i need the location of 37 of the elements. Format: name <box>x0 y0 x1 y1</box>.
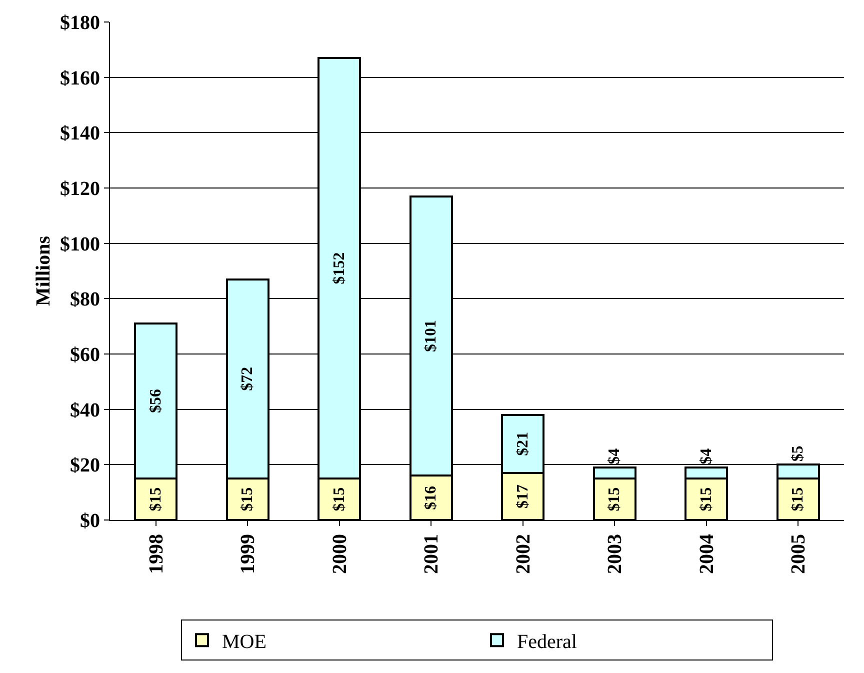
x-tick-label: 2000 <box>328 534 351 574</box>
y-axis-title: Millions <box>32 236 54 306</box>
y-tick-label: $180 <box>60 12 100 34</box>
y-tick-label: $140 <box>60 122 100 145</box>
data-label: $15 <box>239 487 256 512</box>
data-label: $15 <box>698 487 715 512</box>
data-label: $101 <box>422 320 440 352</box>
data-label: $4 <box>698 448 715 464</box>
legend-label: Federal <box>517 630 578 653</box>
x-tick-label: 2002 <box>512 534 534 574</box>
data-label: $72 <box>239 366 256 391</box>
y-tick-label: $160 <box>60 67 100 90</box>
data-label: $21 <box>514 432 532 456</box>
x-tick-label: 2001 <box>420 534 443 574</box>
y-tick-label: $40 <box>70 399 100 422</box>
data-label: $15 <box>790 487 807 512</box>
legend-label: MOE <box>222 630 266 653</box>
data-label: $56 <box>147 389 164 414</box>
y-tick-label: $120 <box>60 178 100 200</box>
x-tick-label: 2003 <box>604 534 626 574</box>
x-tick-label: 1998 <box>145 534 168 574</box>
data-label: $15 <box>147 487 164 512</box>
x-tick-label: 2005 <box>788 534 810 574</box>
data-label: $17 <box>514 484 532 508</box>
data-label: $15 <box>330 487 348 512</box>
x-tick-label: 1999 <box>237 534 260 574</box>
data-label: $4 <box>606 448 624 464</box>
y-tick-label: $80 <box>70 288 100 311</box>
data-label: $152 <box>330 252 348 284</box>
x-tick-label: 2004 <box>696 534 718 574</box>
data-label: $5 <box>790 446 807 462</box>
y-tick-label: $0 <box>80 510 100 532</box>
data-label: $15 <box>606 487 624 512</box>
y-tick-label: $100 <box>60 233 100 256</box>
data-label: $16 <box>422 486 440 510</box>
y-tick-label: $20 <box>70 454 100 477</box>
y-tick-label: $60 <box>70 344 100 366</box>
